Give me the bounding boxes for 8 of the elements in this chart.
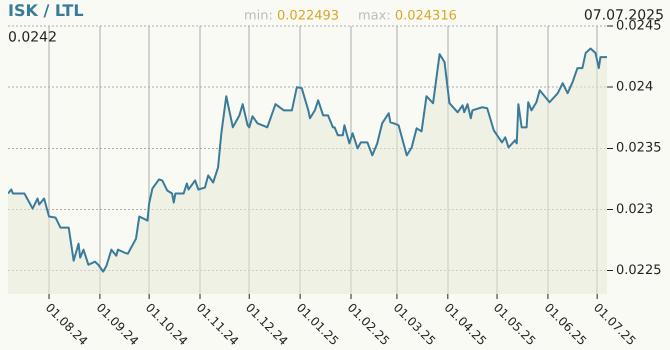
y-tick-label: 0.024 <box>616 80 654 95</box>
y-tick-label: 0.023 <box>616 202 654 217</box>
y-tick-label: 0.0235 <box>616 140 662 156</box>
annotation: 0.0242 <box>8 30 57 46</box>
text: max: 0.024316 <box>358 8 457 24</box>
chart-title: ISK / LTL <box>8 1 84 20</box>
text: min: 0.022493 <box>244 8 340 24</box>
y-tick-label: 0.0225 <box>616 263 662 278</box>
